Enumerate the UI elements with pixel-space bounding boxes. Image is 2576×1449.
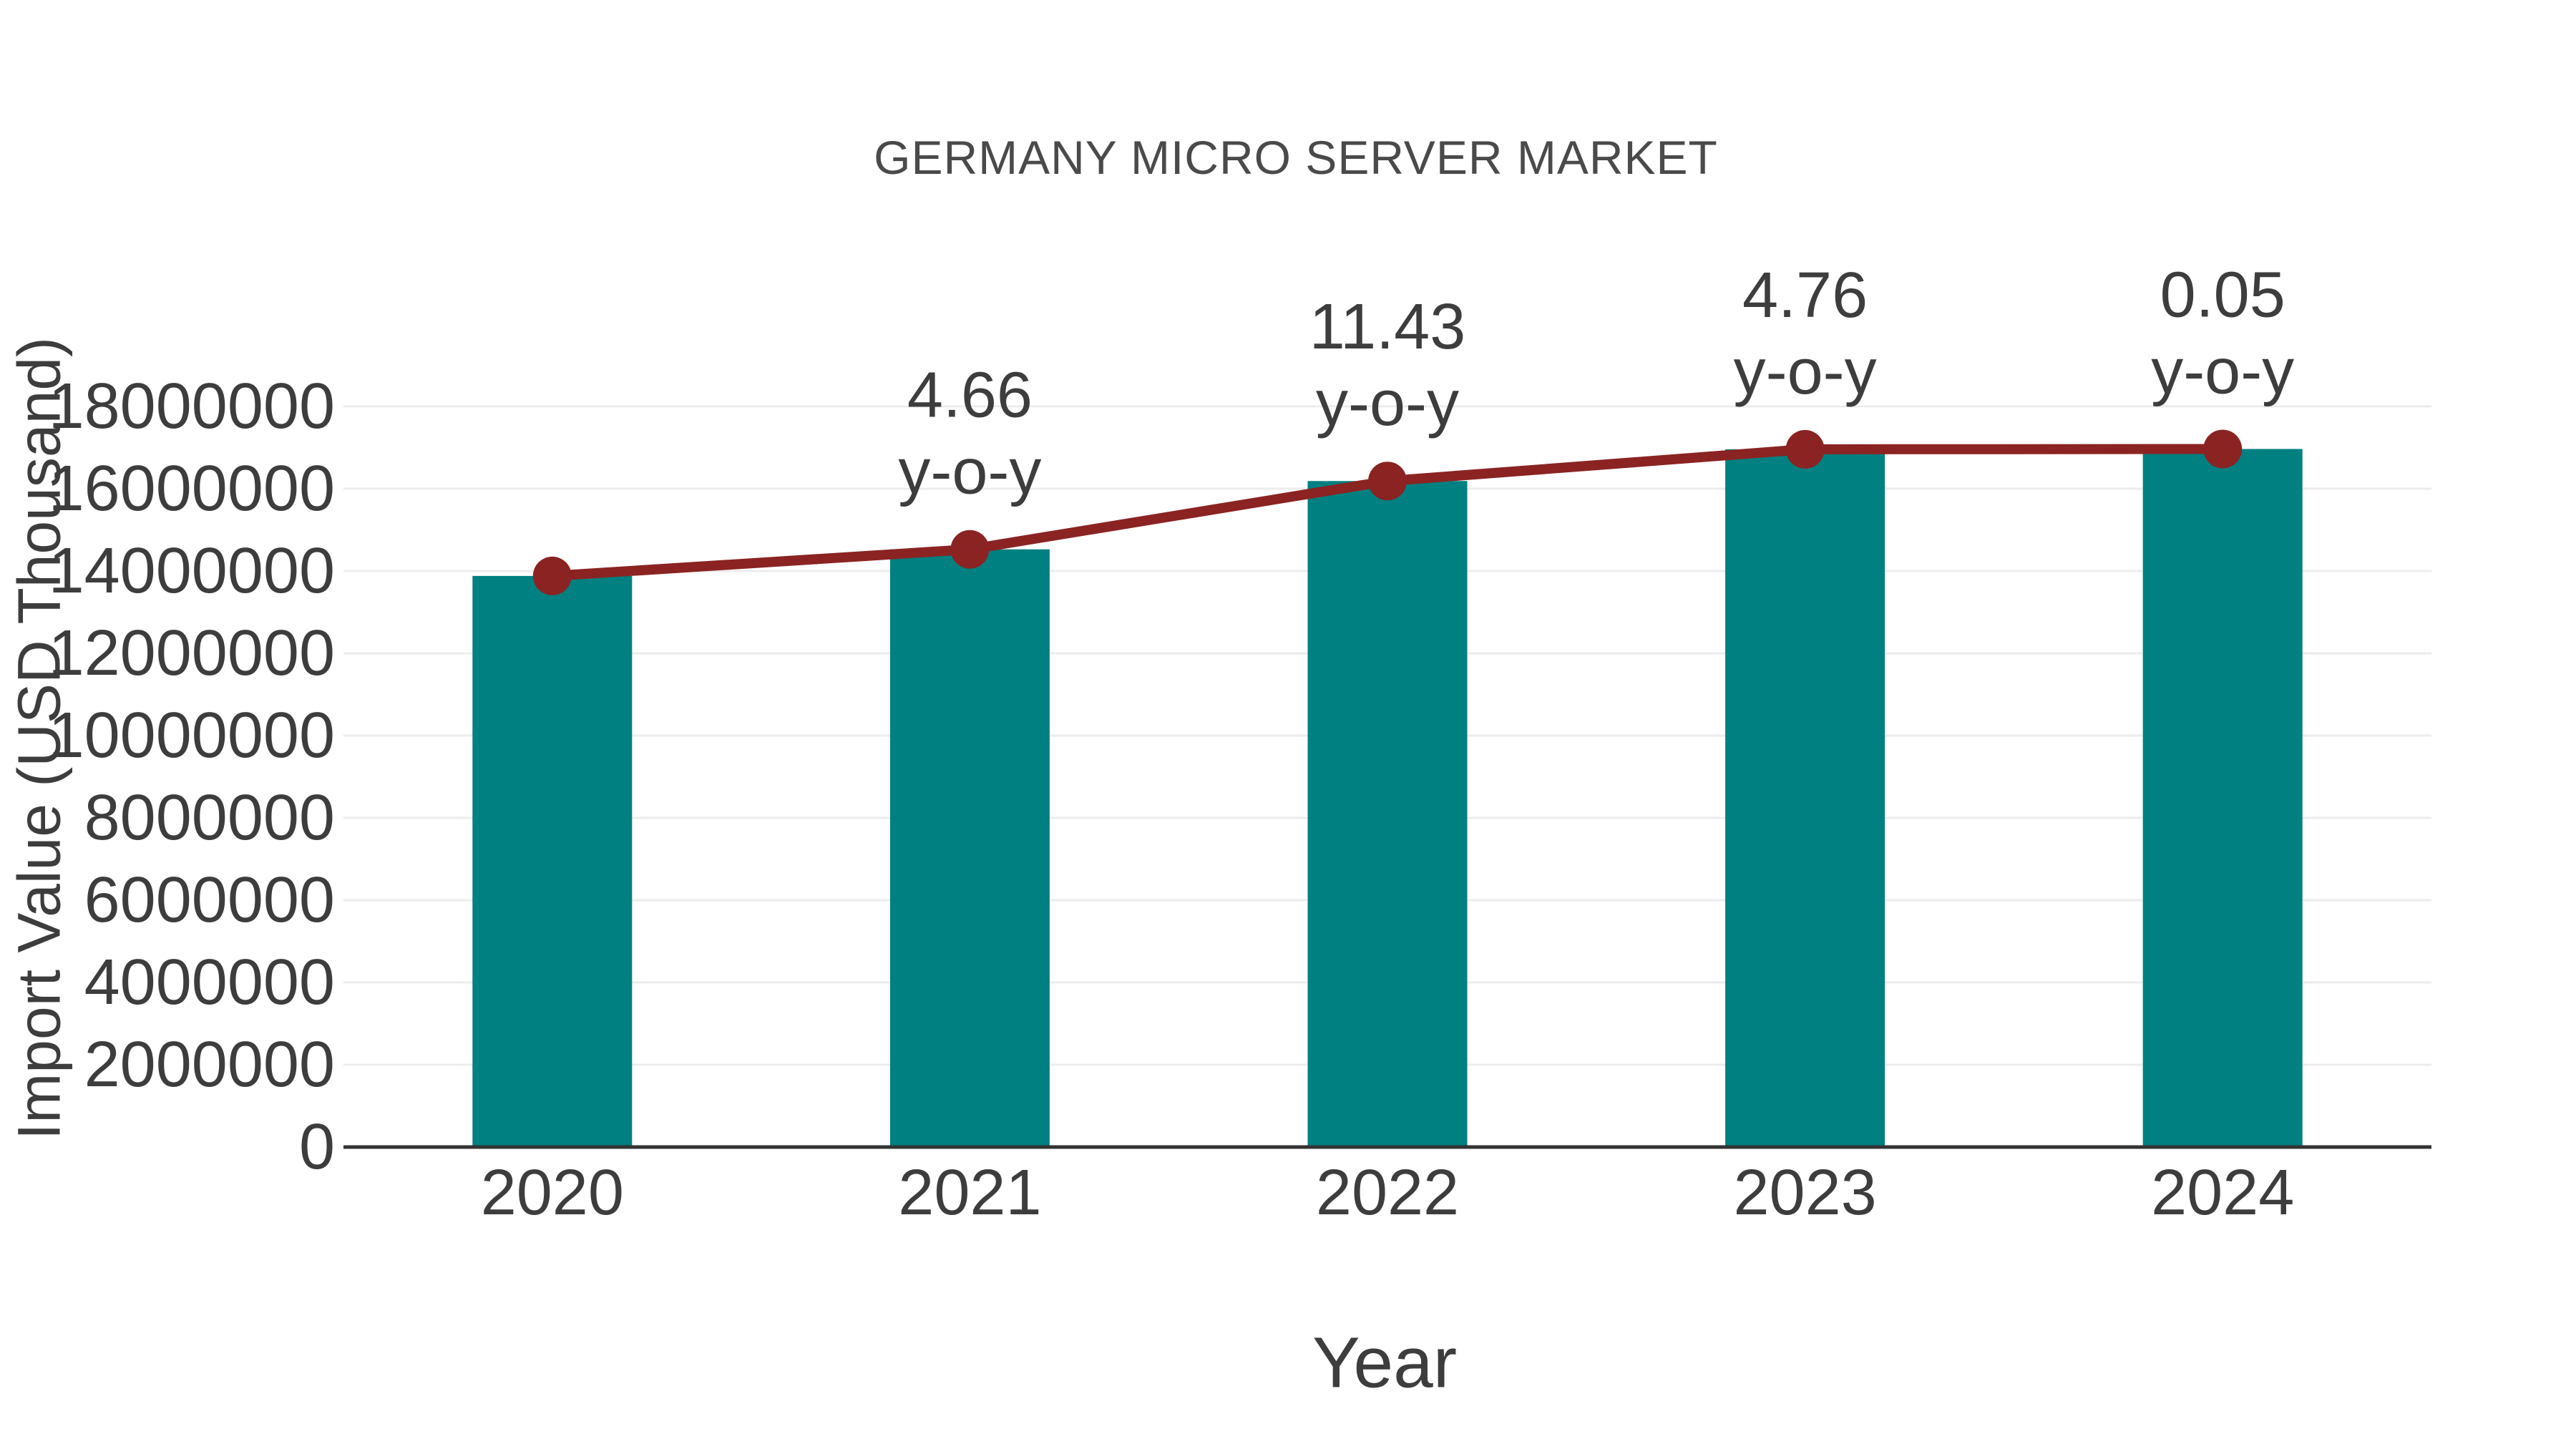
annotation-value-2021: 4.66	[907, 360, 1033, 431]
annotation-suffix-2023: y-o-y	[1734, 336, 1877, 408]
x-tick-label: 2021	[898, 1157, 1041, 1229]
y-tick-label: 18000000	[49, 371, 335, 442]
annotation-suffix-2024: y-o-y	[2151, 336, 2294, 407]
annotation-value-2022: 11.43	[1309, 291, 1466, 363]
x-tick-label: 2022	[1316, 1157, 1459, 1229]
x-tick-label: 2023	[1733, 1157, 1876, 1229]
bar-2024	[2142, 449, 2303, 1147]
annotation-suffix-2022: y-o-y	[1316, 368, 1459, 439]
x-tick-label: 2020	[481, 1157, 624, 1229]
y-tick-label: 12000000	[49, 618, 335, 689]
trend-marker-2023	[1785, 429, 1825, 469]
y-tick-label: 6000000	[84, 864, 335, 936]
annotation-suffix-2021: y-o-y	[898, 436, 1041, 508]
trend-marker-2021	[950, 530, 990, 569]
bar-2023	[1725, 449, 1885, 1147]
y-tick-label: 0	[299, 1111, 335, 1183]
y-axis-title: Import Value (USD Thousand)	[5, 336, 73, 1141]
y-tick-label: 16000000	[49, 453, 335, 525]
x-tick-label: 2024	[2151, 1157, 2294, 1229]
bar-2020	[472, 575, 633, 1147]
y-tick-label: 14000000	[49, 535, 335, 607]
bar-2021	[889, 549, 1050, 1147]
trend-marker-2022	[1368, 462, 1407, 501]
x-axis-title: Year	[1312, 1322, 1458, 1403]
y-tick-label: 2000000	[84, 1029, 335, 1101]
y-tick-label: 10000000	[49, 700, 335, 771]
annotation-value-2024: 0.05	[2160, 259, 2285, 331]
trend-marker-2024	[2203, 429, 2243, 469]
trend-marker-2020	[532, 556, 572, 595]
y-tick-label: 8000000	[84, 782, 335, 854]
annotation-value-2023: 4.76	[1742, 260, 1868, 331]
y-tick-label: 4000000	[84, 947, 335, 1018]
chart-title: GERMANY MICRO SERVER MARKET	[874, 131, 1718, 184]
bar-2022	[1307, 481, 1468, 1147]
